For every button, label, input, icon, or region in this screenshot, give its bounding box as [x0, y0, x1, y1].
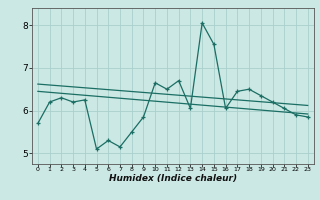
X-axis label: Humidex (Indice chaleur): Humidex (Indice chaleur)	[109, 174, 237, 183]
